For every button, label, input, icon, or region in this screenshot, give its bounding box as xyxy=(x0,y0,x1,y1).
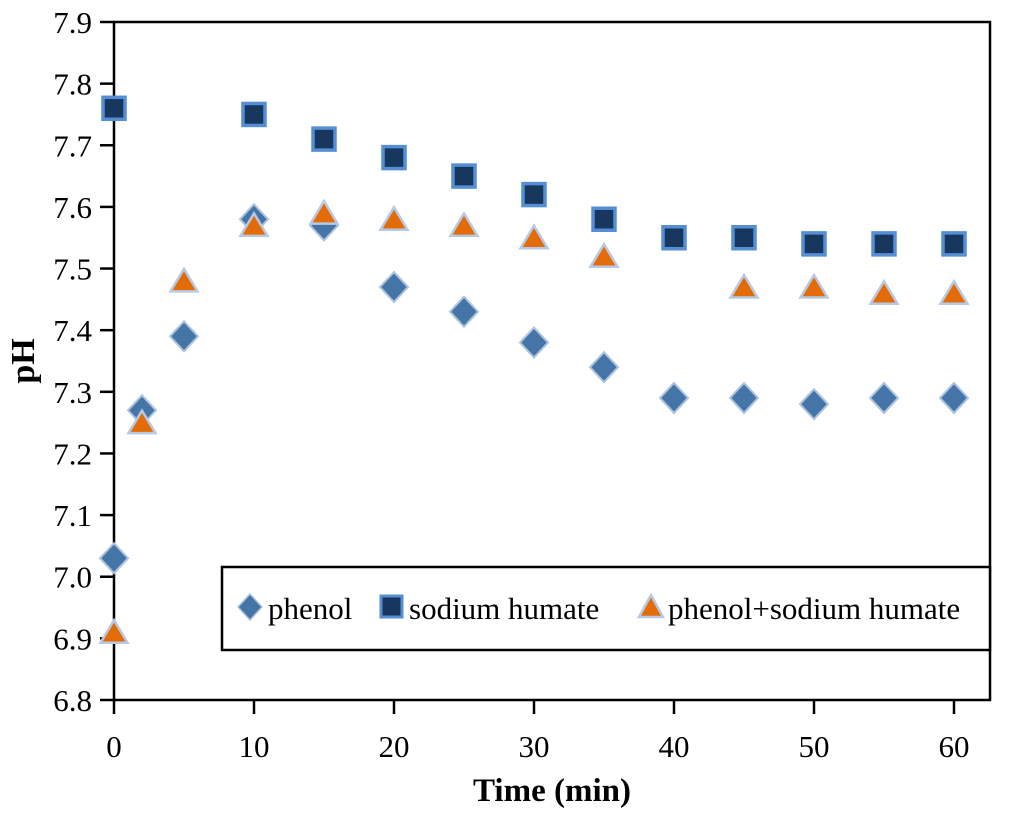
sodium-humate-point xyxy=(521,181,547,208)
x-axis-tick-labels: 0 10 20 30 40 50 60 xyxy=(106,729,969,764)
phenol-sodium-humate-point xyxy=(308,198,340,225)
square-icon xyxy=(379,594,404,619)
legend-item-phenol: phenol xyxy=(236,591,352,626)
y-tick-label: 7.3 xyxy=(53,375,92,410)
phenol-sodium-humate-point xyxy=(938,278,970,305)
x-tick-label: 0 xyxy=(106,729,122,764)
x-tick-label: 50 xyxy=(799,729,830,764)
phenol-point xyxy=(868,381,900,415)
phenol-sodium-humate-point xyxy=(868,278,900,305)
legend-item-phenol-sodium-humate: phenol+sodium humate xyxy=(636,591,960,626)
x-tick-label: 30 xyxy=(519,729,550,764)
y-axis-ticks xyxy=(100,20,114,702)
y-tick-label: 7.4 xyxy=(53,313,92,348)
phenol-sodium-humate-point xyxy=(98,617,130,644)
y-axis-title: pH xyxy=(5,338,42,383)
legend-border xyxy=(220,565,992,652)
legend: phenol sodium humate phenol+sodium humat… xyxy=(220,565,992,652)
y-tick-label: 7.1 xyxy=(53,498,92,533)
sodium-humate-point xyxy=(451,163,477,189)
sodium-humate-point xyxy=(591,206,617,232)
x-axis-ticks xyxy=(112,700,956,714)
series-diamond xyxy=(98,202,970,575)
phenol-point xyxy=(98,541,130,575)
y-tick-label: 7.6 xyxy=(53,190,92,225)
x-axis-title: Time (min) xyxy=(473,773,631,809)
y-tick-label: 6.8 xyxy=(53,683,92,718)
phenol-sodium-humate-point xyxy=(238,210,270,238)
phenol-point xyxy=(518,326,550,359)
phenol-sodium-humate-point xyxy=(378,204,410,231)
sodium-humate-point xyxy=(661,224,687,251)
phenol-sodium-humate-point xyxy=(168,266,200,293)
x-tick-label: 20 xyxy=(379,729,410,764)
y-tick-label: 7.2 xyxy=(53,436,92,471)
phenol-point xyxy=(938,381,970,415)
sodium-humate-point xyxy=(101,95,127,122)
legend-label-phenol-sodium-humate: phenol+sodium humate xyxy=(668,591,960,626)
plot-border xyxy=(112,20,992,702)
sodium-humate-point xyxy=(311,126,337,152)
y-tick-label: 7.9 xyxy=(53,5,92,40)
phenol-point xyxy=(378,270,410,304)
y-tick-label: 7.5 xyxy=(53,252,92,287)
y-tick-label: 7.7 xyxy=(53,128,92,163)
legend-label-phenol: phenol xyxy=(268,591,352,626)
y-axis-tick-labels: 6.8 6.9 7.0 7.1 7.2 7.3 7.4 7.5 7.6 7.7 7.8 7.9 xyxy=(53,5,92,718)
series-square xyxy=(101,95,967,257)
legend-label-sodium-humate: sodium humate xyxy=(409,591,599,626)
sodium-humate-point xyxy=(801,231,827,257)
legend-item-sodium-humate: sodium humate xyxy=(379,591,599,626)
x-tick-label: 60 xyxy=(939,729,970,764)
sodium-humate-point xyxy=(381,144,407,171)
phenol-point xyxy=(588,350,620,384)
phenol-sodium-humate-point xyxy=(448,210,480,238)
data-points-layer xyxy=(98,95,970,644)
x-tick-label: 10 xyxy=(239,729,270,764)
phenol-sodium-humate-point xyxy=(588,241,620,268)
series-triangle xyxy=(98,198,970,644)
phenol-point xyxy=(728,381,760,415)
triangle-icon xyxy=(636,592,666,619)
sodium-humate-point xyxy=(941,231,967,257)
phenol-point xyxy=(658,381,690,415)
phenol-sodium-humate-point xyxy=(798,272,830,299)
phenol-sodium-humate-point xyxy=(518,223,550,250)
y-tick-label: 7.8 xyxy=(53,67,92,102)
sodium-humate-point xyxy=(241,101,267,128)
phenol-sodium-humate-point xyxy=(126,408,158,435)
diamond-icon xyxy=(236,592,264,622)
sodium-humate-point xyxy=(731,224,757,251)
phenol-sodium-humate-point xyxy=(728,272,760,299)
phenol-point xyxy=(798,387,830,421)
y-tick-label: 7.0 xyxy=(53,560,92,595)
phenol-point xyxy=(168,319,200,353)
x-tick-label: 40 xyxy=(659,729,690,764)
sodium-humate-point xyxy=(871,231,897,257)
phenol-point xyxy=(448,295,480,329)
y-tick-label: 6.9 xyxy=(53,621,92,656)
